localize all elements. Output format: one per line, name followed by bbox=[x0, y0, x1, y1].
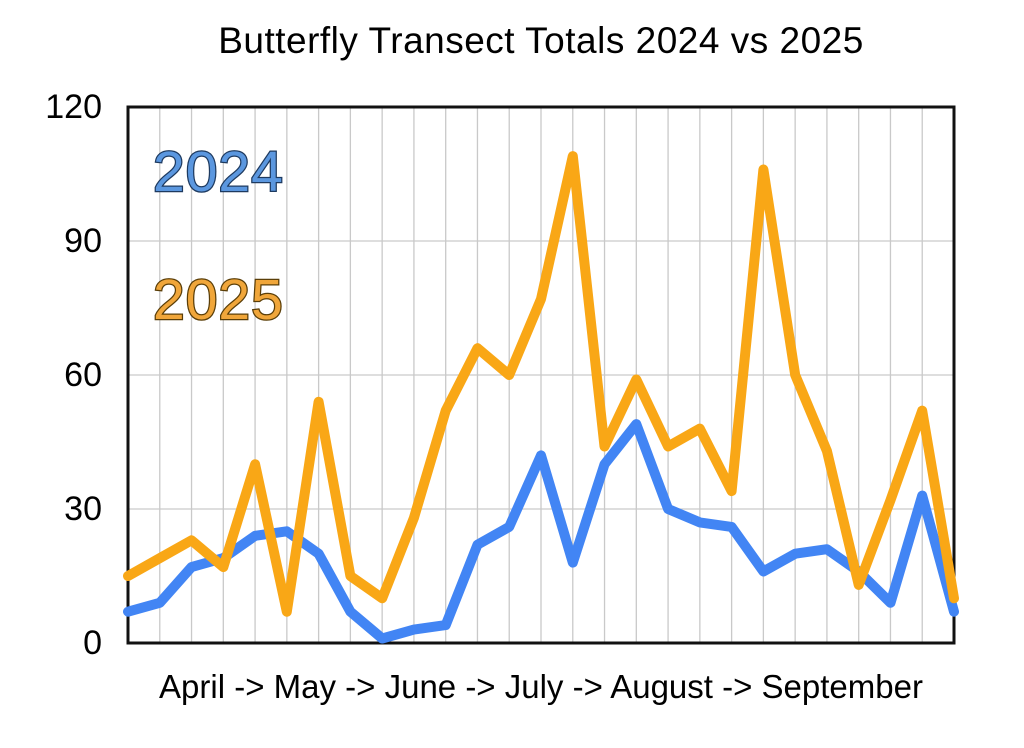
y-tick-label-120: 120 bbox=[45, 88, 102, 126]
y-tick-label-60: 60 bbox=[64, 356, 102, 394]
plot-frame bbox=[126, 105, 956, 645]
legend-entry-2024: 2024 bbox=[152, 140, 284, 204]
y-tick-label-90: 90 bbox=[64, 222, 102, 260]
x-axis-label: April -> May -> June -> July -> August -… bbox=[159, 668, 923, 705]
chart-title: Butterfly Transect Totals 2024 vs 2025 bbox=[218, 20, 864, 61]
y-tick-label-0: 0 bbox=[83, 624, 102, 662]
series-line-2025 bbox=[123, 151, 959, 617]
legend-entry-2025: 2025 bbox=[152, 268, 284, 332]
y-tick-label-30: 30 bbox=[64, 490, 102, 528]
